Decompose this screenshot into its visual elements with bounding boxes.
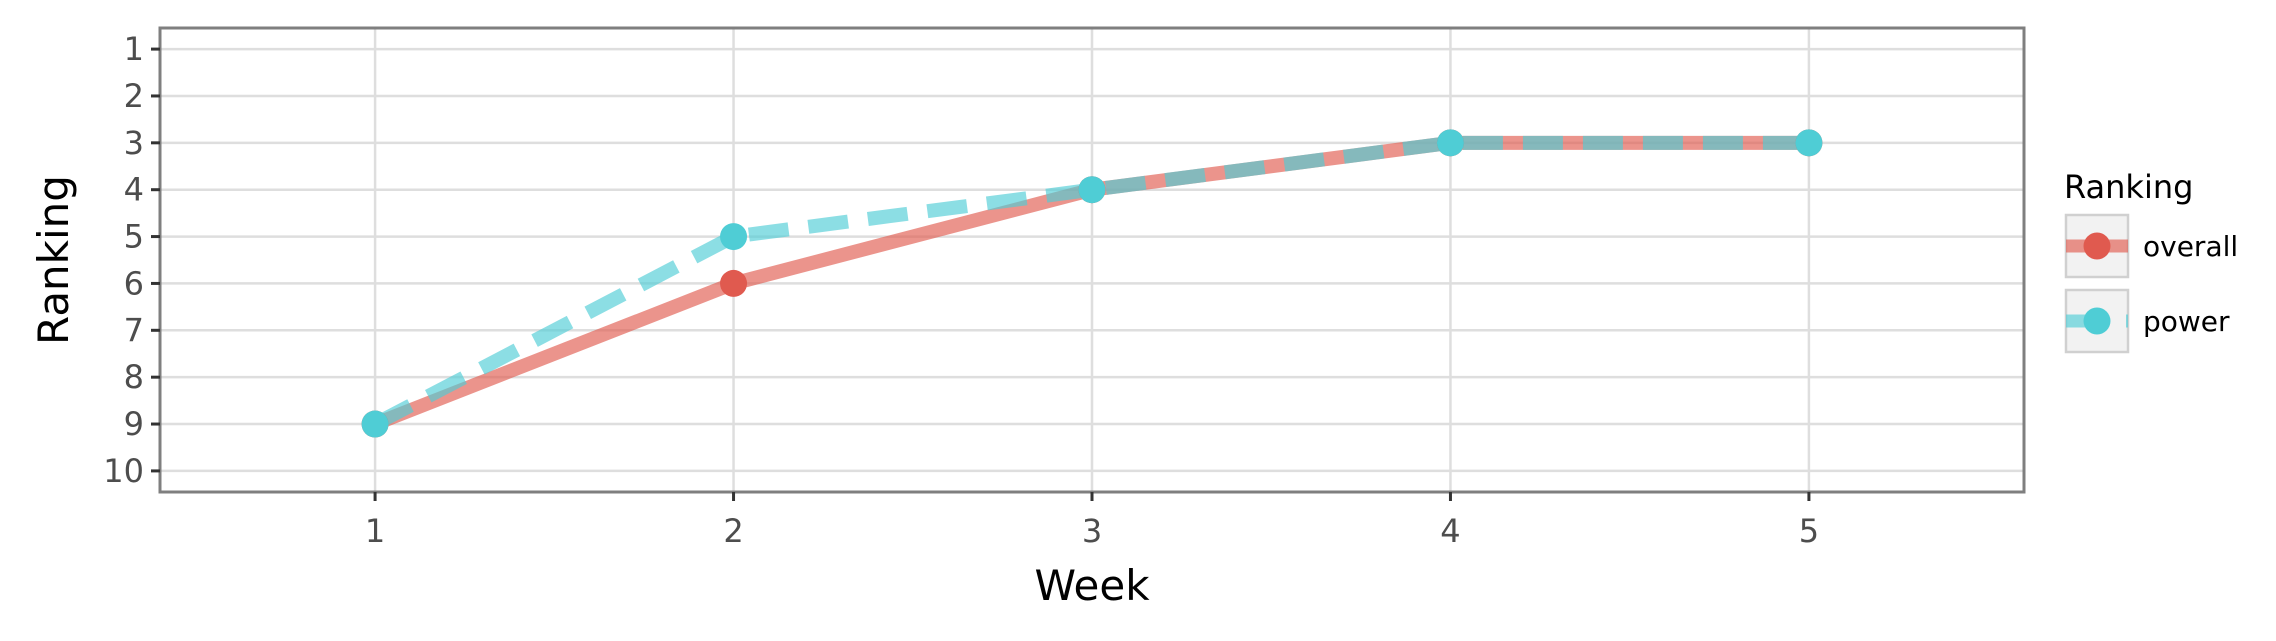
data-point-power	[720, 223, 748, 251]
x-tick-label: 4	[1440, 512, 1460, 550]
x-axis-title: Week	[1034, 561, 1150, 610]
y-tick-label: 2	[124, 77, 144, 115]
legend-item-power: power	[2064, 288, 2230, 354]
series-line-power	[371, 135, 1809, 431]
legend-label: power	[2143, 305, 2230, 338]
legend-key-point	[2083, 307, 2111, 335]
y-tick-label: 3	[124, 124, 144, 162]
legend-key-point	[2083, 232, 2111, 260]
y-tick-label: 10	[103, 452, 144, 490]
data-point-power	[1078, 176, 1106, 204]
legend-items: overall power	[2064, 213, 2238, 354]
y-axis-title: Ranking	[29, 175, 78, 345]
y-tick-label: 9	[124, 405, 144, 443]
y-tick-label: 4	[124, 171, 144, 209]
x-axis-ticks: 1 2 3 4 5	[365, 492, 1819, 550]
data-point-power	[1795, 129, 1823, 157]
x-tick-label: 5	[1799, 512, 1819, 550]
x-tick-label: 1	[365, 512, 385, 550]
y-tick-label: 5	[124, 218, 144, 256]
y-tick-label: 1	[124, 30, 144, 68]
legend-item-overall: overall	[2064, 213, 2238, 279]
x-tick-label: 3	[1082, 512, 1102, 550]
legend: Ranking overall power	[2064, 168, 2238, 354]
y-tick-label: 6	[124, 264, 144, 302]
series-points	[361, 129, 1823, 438]
legend-title: Ranking	[2064, 168, 2193, 206]
grid-lines	[160, 28, 2024, 492]
legend-label: overall	[2143, 230, 2238, 263]
x-tick-label: 2	[723, 512, 743, 550]
y-axis-ticks: 1 2 3 4 5 6 7 8 9 10	[103, 30, 160, 490]
data-point-overall	[720, 269, 748, 297]
plot-area	[158, 26, 2026, 494]
data-point-power	[361, 410, 389, 438]
y-tick-label: 8	[124, 358, 144, 396]
data-point-power	[1436, 129, 1464, 157]
y-tick-label: 7	[124, 311, 144, 349]
